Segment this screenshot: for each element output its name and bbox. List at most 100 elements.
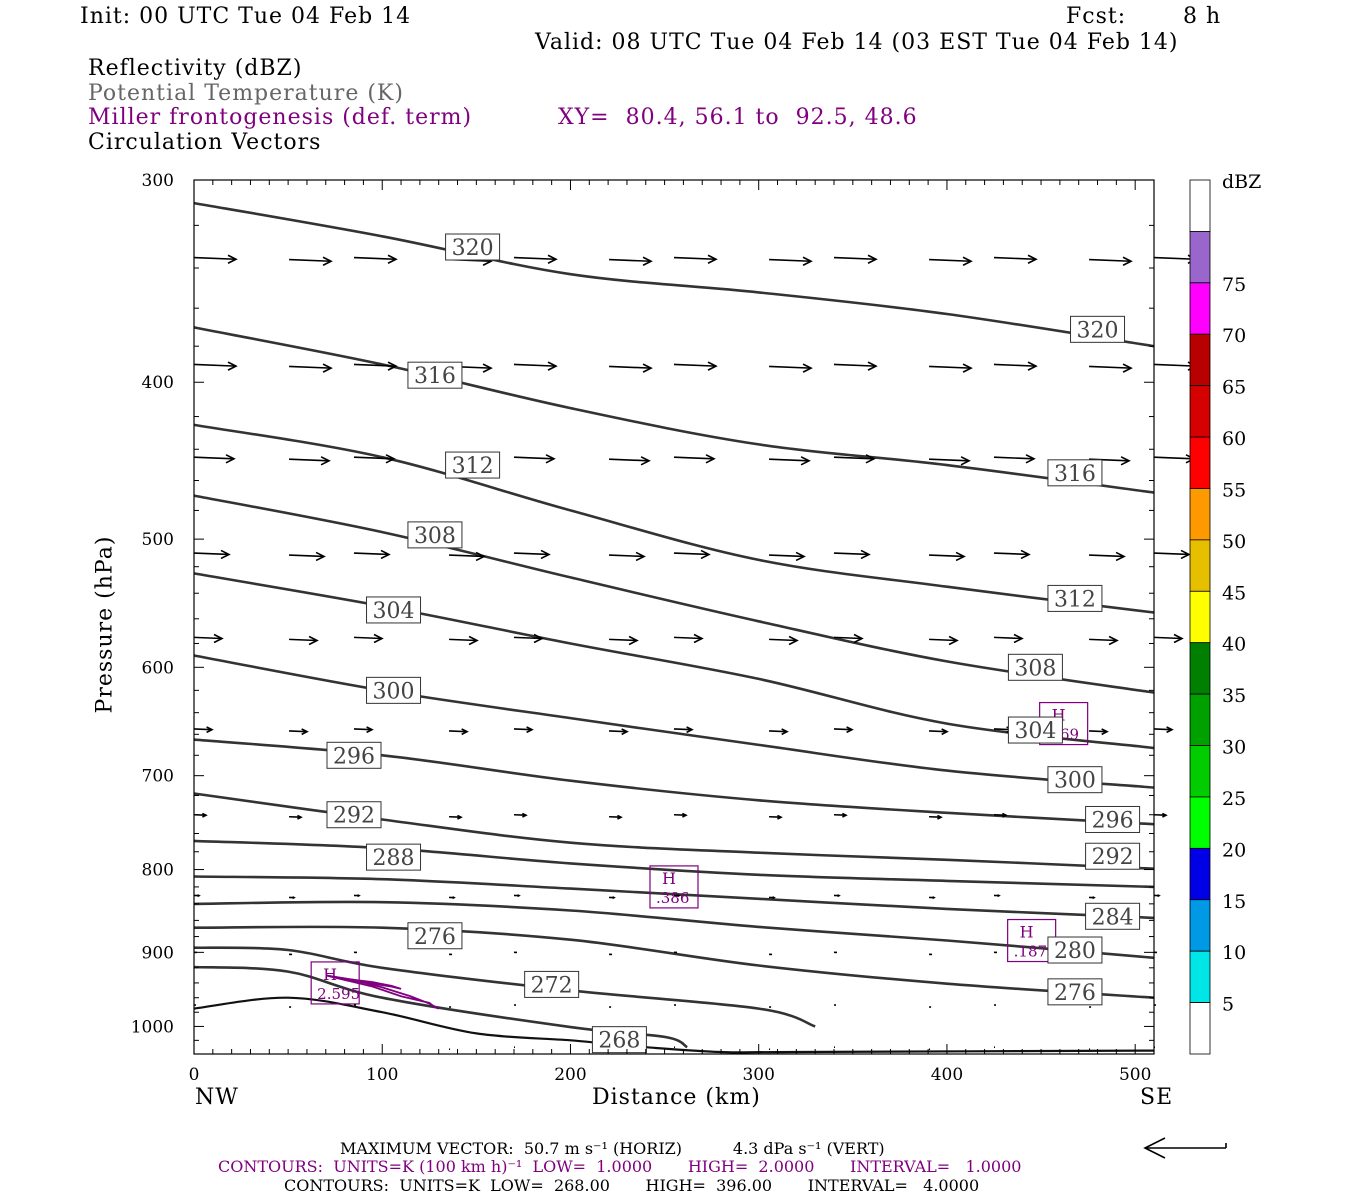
colorbar-level-label: 65 — [1222, 377, 1246, 399]
circulation-vector — [609, 730, 628, 733]
circulation-vector-head — [1115, 551, 1126, 562]
circulation-vector-head — [795, 551, 806, 562]
frontogenesis-contour-note: CONTOURS: UNITS=K (100 km h)⁻¹ LOW= 1.00… — [218, 1157, 1022, 1176]
colorbar-level-label: 75 — [1222, 274, 1246, 296]
circulation-vector — [1153, 456, 1195, 460]
circulation-vector — [193, 256, 237, 261]
theta-contour-320 — [193, 201, 1155, 348]
circulation-vector — [449, 554, 485, 558]
circulation-vector-head — [475, 551, 486, 562]
circulation-vector-head — [526, 726, 534, 734]
theta-contour-label: 292 — [1092, 845, 1134, 870]
colorbar-level-label: 5 — [1222, 994, 1234, 1016]
y-tick-label: 700 — [142, 767, 174, 787]
field-reflectivity: Reflectivity (dBZ) — [88, 56, 303, 81]
theta-contour-284 — [193, 875, 1155, 920]
theta-contour-276 — [193, 925, 1155, 999]
reference-vector-head — [1143, 1137, 1166, 1159]
circulation-vector — [993, 552, 1030, 556]
circulation-vector — [769, 365, 812, 369]
circulation-vector-head — [635, 551, 646, 562]
x-tick-label: 0 — [189, 1065, 200, 1085]
theta-contour-label-box — [1047, 584, 1103, 612]
frontogenesis-max-label: H — [662, 869, 676, 888]
colorbar-level-label: 50 — [1222, 531, 1246, 553]
circulation-vector-head — [800, 456, 811, 466]
colorbar-swatch — [1189, 539, 1211, 592]
circulation-vector-head — [941, 728, 949, 736]
circulation-vector — [513, 456, 555, 460]
circulation-vector-head — [357, 894, 361, 898]
frontogenesis-max-value: 2.595 — [317, 985, 360, 1003]
circulation-vector-head — [777, 814, 783, 820]
max-vector-note: MAXIMUM VECTOR: 50.7 m s⁻¹ (HORIZ) 4.3 d… — [340, 1139, 885, 1158]
x-tick-label: 100 — [366, 1065, 398, 1085]
circulation-vector — [1089, 365, 1132, 369]
circulation-vector-head — [540, 549, 551, 560]
circulation-vector — [833, 552, 870, 556]
colorbar-swatch — [1189, 950, 1211, 1003]
field-miller-frontogenesis: Miller frontogenesis (def. term) — [88, 105, 473, 130]
frontogenesis-max-box — [649, 865, 699, 909]
circulation-vector — [673, 456, 715, 460]
forecast-label: Fcst: — [1066, 4, 1127, 29]
circulation-vector — [993, 363, 1037, 367]
colorbar-level-label: 15 — [1222, 891, 1246, 913]
circulation-vector-head — [1101, 728, 1109, 736]
circulation-vector-head — [842, 812, 848, 818]
frontogenesis-contour-2 — [329, 975, 402, 990]
circulation-vector-head — [452, 896, 456, 900]
colorbar-swatch — [1189, 385, 1211, 438]
theta-contour-label: 268 — [598, 1029, 640, 1054]
circulation-vector — [929, 730, 948, 733]
circulation-vector-head — [867, 254, 878, 264]
theta-contour-316 — [193, 326, 1155, 494]
circulation-vector-head — [853, 633, 864, 644]
y-tick-label: 300 — [142, 171, 174, 191]
circulation-vector-head — [628, 635, 639, 646]
theta-contour-label: 296 — [1092, 808, 1134, 833]
field-potential-temperature: Potential Temperature (K) — [88, 81, 404, 106]
colorbar-swatch — [1189, 590, 1211, 644]
theta-contour-label-box — [591, 1026, 647, 1054]
circulation-vector — [1089, 258, 1132, 263]
colorbar-swatch — [1189, 282, 1211, 335]
colorbar-unit: dBZ — [1222, 171, 1261, 193]
circulation-vector — [1153, 363, 1197, 367]
circulation-vector-head — [932, 896, 936, 900]
circulation-vector-head — [693, 633, 704, 644]
circulation-vector — [769, 554, 805, 558]
circulation-vector-head — [802, 256, 813, 266]
circulation-vector — [353, 256, 397, 261]
colorbar-level-label: 35 — [1222, 685, 1246, 707]
theta-contour-label: 292 — [333, 804, 375, 829]
circulation-vector-head — [547, 254, 558, 264]
circulation-vector-head — [522, 812, 528, 818]
colorbar-swatch — [1189, 179, 1211, 232]
circulation-vector-head — [1025, 454, 1036, 464]
theta-contour-label-box — [1070, 315, 1126, 343]
circulation-vector-head — [308, 635, 319, 646]
circulation-vector-head — [227, 361, 238, 371]
circulation-vector — [193, 552, 230, 556]
circulation-vector-head — [322, 363, 333, 373]
theta-contour-label: 276 — [414, 925, 456, 950]
circulation-vector-head — [322, 256, 333, 266]
circulation-vector-head — [1002, 812, 1008, 818]
circulation-vector — [289, 554, 325, 558]
valid-time: Valid: 08 UTC Tue 04 Feb 14 (03 EST Tue … — [535, 30, 1179, 55]
circulation-vector-head — [1020, 549, 1031, 560]
colorbar-level-label: 40 — [1222, 634, 1246, 656]
circulation-vector-head — [962, 256, 973, 266]
theta-contour-label: 296 — [333, 744, 375, 769]
circulation-vector — [833, 636, 863, 640]
circulation-vector — [673, 636, 703, 640]
circulation-vector-head — [1180, 549, 1191, 560]
circulation-vector-head — [960, 456, 971, 466]
circulation-vector — [193, 456, 235, 460]
theta-contour-304 — [193, 572, 1155, 750]
frontogenesis-max-value: .187 — [1014, 943, 1047, 961]
colorbar-level-label: 45 — [1222, 582, 1246, 604]
theta-contour-288 — [193, 839, 1155, 889]
